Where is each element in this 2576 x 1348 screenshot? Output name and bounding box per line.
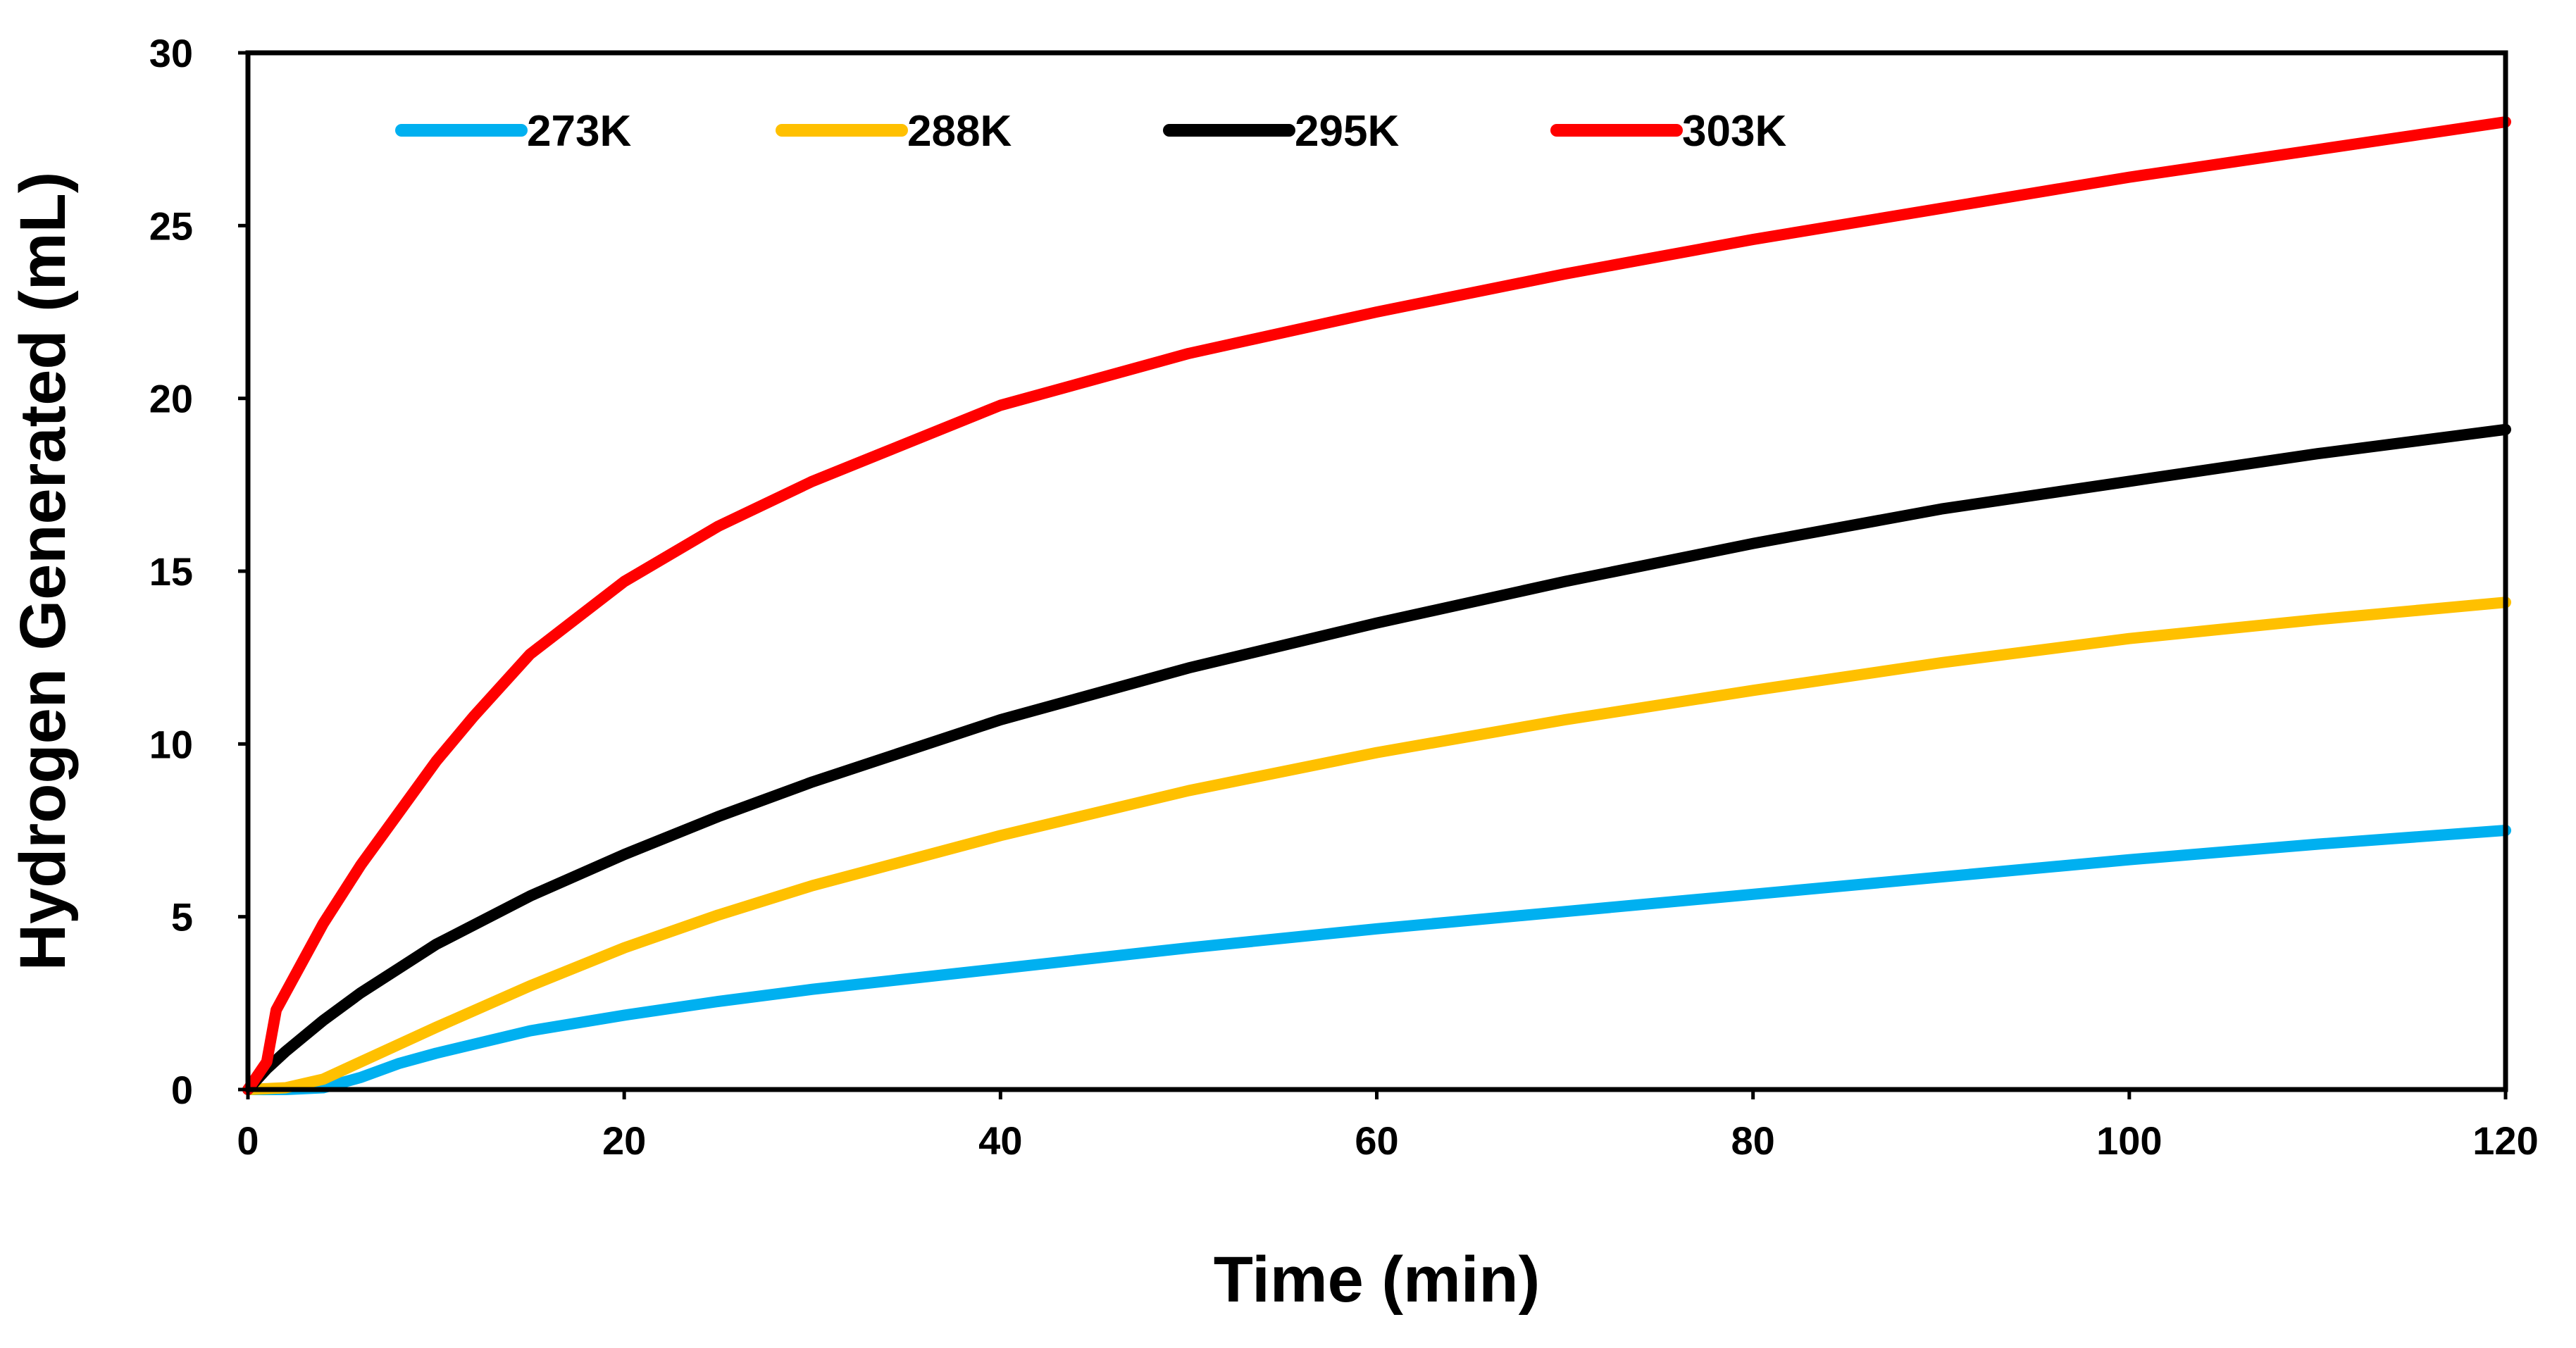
x-tick-label: 60	[1355, 1118, 1398, 1163]
series-line-288k	[242, 597, 2511, 1095]
y-tick-label: 10	[149, 722, 193, 766]
series-line-295k	[242, 423, 2511, 1095]
y-tick-label: 25	[149, 204, 193, 248]
legend-label-303k: 303K	[1682, 107, 1786, 156]
legend: 273K 288K 295K 303K	[395, 107, 1786, 156]
legend-label-288k: 288K	[907, 107, 1012, 156]
y-tick-label: 5	[171, 895, 193, 940]
x-tick-label: 100	[2096, 1118, 2162, 1163]
y-tick-label: 0	[171, 1068, 193, 1112]
series-line-273k	[242, 825, 2511, 1095]
legend-label-295k: 295K	[1295, 107, 1399, 156]
series-line-303k	[242, 116, 2511, 1095]
x-tick-label: 20	[602, 1118, 646, 1163]
x-tick-label: 40	[978, 1118, 1022, 1163]
axis-ticks: 0 20 40 60 80 100 120 0 5 10 15 20 25 30	[149, 31, 2539, 1163]
y-tick-label: 30	[149, 31, 193, 75]
x-tick-label: 80	[1731, 1118, 1775, 1163]
y-axis-title: Hydrogen Generated (mL)	[7, 172, 79, 971]
y-tick-label: 20	[149, 377, 193, 421]
legend-label-273k: 273K	[527, 107, 631, 156]
series-layer	[242, 116, 2511, 1095]
x-tick-label: 0	[237, 1118, 259, 1163]
x-axis-title: Time (min)	[1214, 1244, 1540, 1316]
x-tick-label: 120	[2472, 1118, 2538, 1163]
y-tick-label: 15	[149, 549, 193, 594]
